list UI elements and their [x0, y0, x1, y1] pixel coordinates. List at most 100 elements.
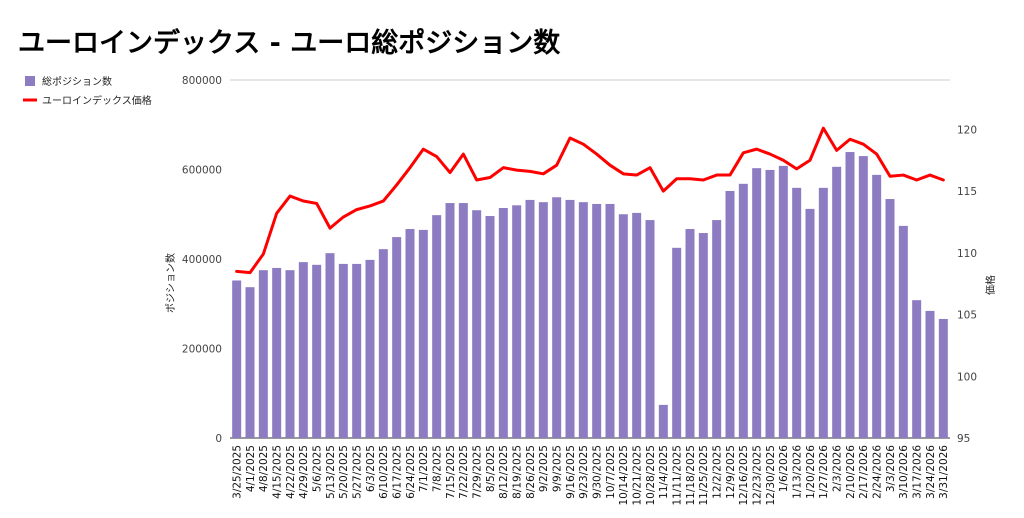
bar-3/24/2026	[925, 310, 935, 438]
x-tick-label: 8/26/2025	[525, 445, 537, 499]
legend-label: 総ポジション数	[42, 75, 112, 88]
y-tick-label-right: 100	[957, 371, 977, 383]
y-axis-right-ticks: 95 100 105 110 115 120	[957, 124, 977, 445]
x-tick-label: 7/8/2025	[431, 445, 443, 492]
x-tick-label: 9/23/2025	[578, 445, 590, 499]
bar-9/23/2025	[578, 202, 588, 438]
x-tick-label: 6/3/2025	[365, 445, 377, 492]
bar-2/10/2026	[845, 152, 855, 439]
x-tick-label: 3/25/2025	[231, 445, 243, 499]
bar-6/24/2025	[405, 229, 415, 438]
x-tick-label: 8/19/2025	[511, 445, 523, 499]
y-axis-title-left: ポジション数	[164, 253, 177, 313]
bar-1/20/2026	[805, 208, 815, 438]
bar-5/20/2025	[338, 263, 348, 438]
bar-1/13/2026	[792, 187, 802, 438]
x-tick-label: 2/17/2026	[858, 445, 870, 499]
x-tick-label: 12/2/2025	[711, 445, 723, 499]
bar-7/29/2025	[472, 210, 482, 438]
x-tick-label: 11/25/2025	[698, 445, 710, 506]
bar-4/29/2025	[298, 262, 308, 438]
bar-11/18/2025	[685, 229, 695, 438]
bar-2/17/2026	[858, 156, 868, 438]
x-tick-label: 5/6/2025	[311, 445, 323, 492]
x-tick-label: 10/14/2025	[618, 445, 630, 506]
bar-5/27/2025	[352, 263, 362, 438]
y-tick-label-right: 120	[957, 124, 977, 136]
bar-12/2/2025	[712, 220, 722, 438]
bar-5/13/2025	[325, 253, 335, 438]
x-tick-label: 11/11/2025	[671, 445, 683, 506]
x-tick-label: 7/15/2025	[445, 445, 457, 499]
legend-item-price: ユーロインデックス価格	[23, 94, 152, 107]
bar-5/6/2025	[312, 264, 322, 438]
y-tick-label-left: 600000	[182, 165, 222, 177]
y-tick-label-right: 105	[957, 310, 977, 322]
bar-7/15/2025	[445, 203, 455, 438]
bar-9/2/2025	[538, 202, 548, 438]
bar-3/31/2026	[938, 318, 948, 438]
bar-4/22/2025	[285, 270, 295, 438]
x-tick-label: 5/20/2025	[338, 445, 350, 499]
price-line	[235, 126, 945, 275]
x-tick-label: 12/9/2025	[725, 445, 737, 499]
x-tick-label: 12/23/2025	[751, 445, 763, 506]
bar-8/26/2025	[525, 199, 535, 438]
bar-12/16/2025	[738, 183, 748, 438]
bar-10/28/2025	[645, 220, 655, 438]
bar-8/5/2025	[485, 216, 495, 438]
y-tick-label-left: 800000	[182, 75, 222, 87]
x-tick-label: 7/1/2025	[418, 445, 430, 492]
x-axis-ticks: 3/25/2025 4/1/2025 4/8/2025 4/15/2025 4/22/2…	[231, 445, 950, 506]
x-tick-label: 11/4/2025	[658, 445, 670, 499]
bar-7/1/2025	[418, 229, 428, 438]
y-tick-label-left: 0	[215, 433, 222, 445]
x-tick-label: 3/17/2026	[911, 445, 923, 499]
legend-item-positions: 総ポジション数	[25, 75, 112, 88]
bar-series	[232, 152, 948, 439]
x-tick-label: 10/28/2025	[645, 445, 657, 506]
bar-6/10/2025	[378, 249, 388, 438]
x-tick-label: 4/15/2025	[271, 445, 283, 499]
bar-8/19/2025	[512, 205, 522, 438]
x-tick-label: 3/3/2026	[885, 445, 897, 492]
x-tick-label: 2/24/2026	[871, 445, 883, 499]
bar-3/25/2025	[232, 280, 242, 438]
x-tick-label: 11/18/2025	[685, 445, 697, 506]
bar-4/15/2025	[272, 267, 282, 438]
legend-label: ユーロインデックス価格	[42, 94, 152, 107]
line-series	[235, 126, 945, 275]
x-tick-label: 9/9/2025	[551, 445, 563, 492]
bar-4/8/2025	[258, 270, 268, 438]
y-tick-label-right: 110	[957, 248, 977, 260]
bar-4/1/2025	[245, 287, 255, 438]
bar-12/9/2025	[725, 190, 735, 438]
bar-7/8/2025	[432, 215, 442, 438]
x-tick-label: 6/10/2025	[378, 445, 390, 499]
x-tick-label: 5/13/2025	[325, 445, 337, 499]
bar-8/12/2025	[498, 207, 508, 438]
chart-title: ユーロインデックス - ユーロ総ポジション数	[18, 27, 561, 59]
y-axis-left-ticks: 0 200000 400000 600000 800000	[182, 75, 222, 445]
x-tick-label: 7/22/2025	[458, 445, 470, 499]
x-tick-label: 3/10/2026	[898, 445, 910, 499]
x-tick-label: 9/16/2025	[565, 445, 577, 499]
x-tick-label: 5/27/2025	[351, 445, 363, 499]
bar-6/17/2025	[392, 237, 402, 438]
bar-2/24/2026	[872, 174, 882, 438]
y-axis-title-right: 価格	[984, 275, 997, 295]
x-tick-label: 9/2/2025	[538, 445, 550, 492]
bar-11/11/2025	[672, 247, 682, 438]
bar-10/7/2025	[605, 203, 615, 438]
x-tick-label: 4/29/2025	[298, 445, 310, 499]
bar-6/3/2025	[365, 259, 375, 438]
bar-9/16/2025	[565, 199, 575, 438]
gridlines	[230, 79, 950, 439]
legend: 総ポジション数 ユーロインデックス価格	[23, 75, 152, 107]
x-tick-label: 3/24/2026	[925, 445, 937, 499]
bar-3/10/2026	[898, 225, 908, 438]
x-tick-label: 6/17/2025	[391, 445, 403, 499]
bar-1/27/2026	[818, 187, 828, 438]
y-tick-label-left: 200000	[182, 344, 222, 356]
x-tick-label: 8/5/2025	[485, 445, 497, 492]
